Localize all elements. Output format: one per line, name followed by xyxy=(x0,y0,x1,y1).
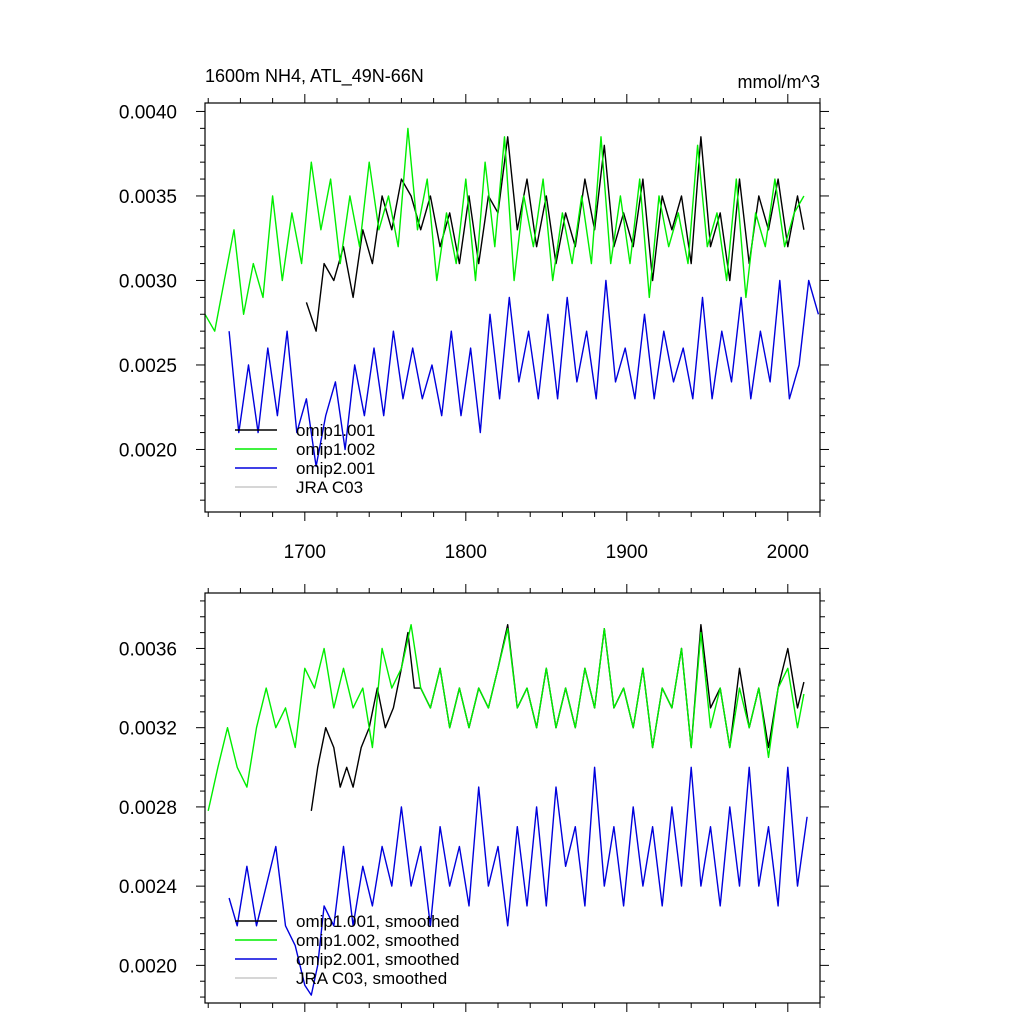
y-tick-label: 0.0028 xyxy=(119,798,177,819)
y-tick-label: 0.0040 xyxy=(119,102,177,123)
plot-frame xyxy=(204,102,821,513)
legend-label: JRA C03 xyxy=(296,478,363,497)
y-tick-label: 0.0036 xyxy=(119,639,177,660)
x-tick-label: 2000 xyxy=(767,542,809,563)
series-line-1-1 xyxy=(207,624,805,812)
y-tick-label: 0.0020 xyxy=(119,440,177,461)
bottom-panel: 0.0020 0.0024 0.0028 0.0032 0.0036 omip1.001,… xyxy=(119,584,829,1012)
y-tick-label: 0.0035 xyxy=(119,187,177,208)
plot-frame xyxy=(204,592,821,1004)
legend-label: omip1.002 xyxy=(296,440,375,459)
legend-label: omip2.001 xyxy=(296,459,375,478)
legend-label: omip1.001, smoothed xyxy=(296,912,460,931)
series-line-0-1 xyxy=(204,127,805,332)
chart-title: 1600m NH4, ATL_49N-66N xyxy=(205,66,424,87)
y-tick-label: 0.0032 xyxy=(119,719,177,740)
x-tick-label: 1700 xyxy=(284,542,326,563)
series-line-0-0 xyxy=(305,136,805,332)
x-tick-label: 1800 xyxy=(445,542,487,563)
top-panel: 0.0020 0.0025 0.0030 0.0035 0.0040 1700 1800 19… xyxy=(119,66,829,563)
series-line-0-2 xyxy=(228,279,820,468)
x-tick-label: 1900 xyxy=(606,542,648,563)
units-label: mmol/m^3 xyxy=(738,72,820,92)
y-tick-label: 0.0020 xyxy=(119,956,177,977)
y-tick-label: 0.0025 xyxy=(119,356,177,377)
legend-label: omip1.002, smoothed xyxy=(296,931,460,950)
y-tick-label: 0.0030 xyxy=(119,271,177,292)
legend-label: JRA C03, smoothed xyxy=(296,969,447,988)
y-tick-label: 0.0024 xyxy=(119,877,178,898)
legend-label: omip2.001, smoothed xyxy=(296,950,460,969)
legend-label: omip1.001 xyxy=(296,421,375,440)
series-line-1-2 xyxy=(228,766,808,996)
